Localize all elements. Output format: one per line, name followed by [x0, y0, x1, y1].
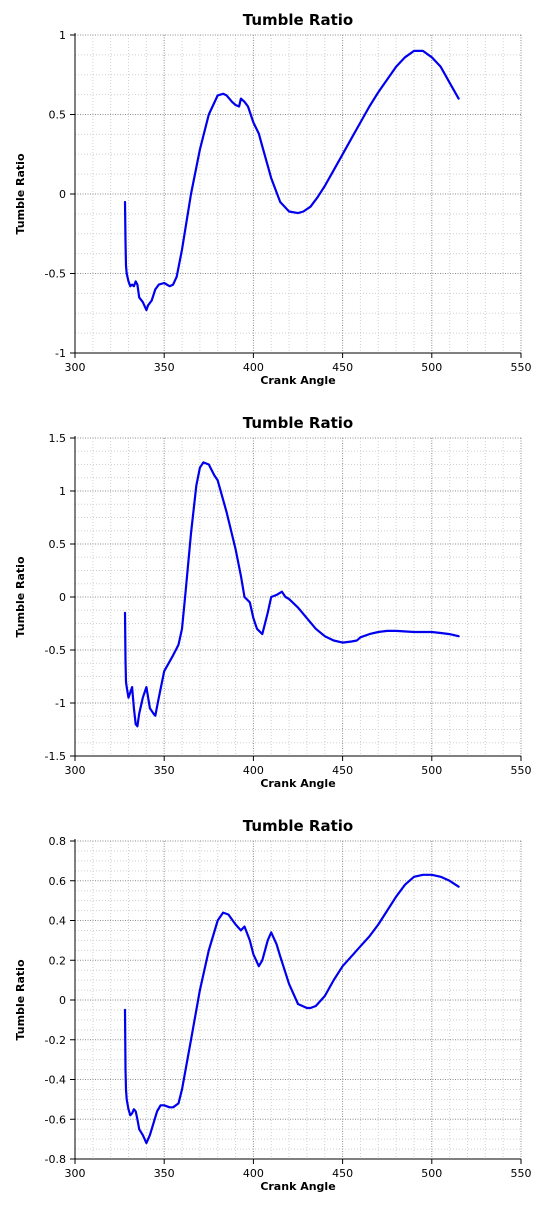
x-tick-label: 300	[65, 764, 86, 777]
y-tick-label: -0.6	[45, 1113, 66, 1126]
tumble-ratio-chart-2: Tumble Ratio 300 350 400 450 500 550 -1.5 -1 -0.5…	[0, 403, 537, 806]
axes	[71, 436, 521, 760]
x-tick-label: 450	[332, 361, 353, 374]
y-tick-label: 0.4	[49, 915, 67, 928]
y-tick-label: -0.2	[45, 1034, 66, 1047]
x-axis-label: Crank Angle	[260, 1180, 335, 1193]
tumble-ratio-chart-1: Tumble Ratio 300 350 400 450 500 550 -1 -0.5 0 0.5…	[0, 0, 537, 403]
x-tick-label: 400	[243, 1167, 264, 1180]
y-axis-label: Tumble Ratio	[14, 153, 27, 234]
major-grid	[74, 437, 522, 757]
x-tick-label: 300	[65, 1167, 86, 1180]
y-tick-label: 0	[59, 994, 66, 1007]
x-axis-label: Crank Angle	[260, 777, 335, 790]
y-tick-label: -0.5	[45, 644, 66, 657]
x-tick-label: 350	[154, 764, 175, 777]
y-tick-label: 0	[59, 591, 66, 604]
minor-grid	[75, 841, 521, 1159]
series-line-1	[123, 49, 460, 312]
x-tick-label: 350	[154, 361, 175, 374]
x-tick-label: 350	[154, 1167, 175, 1180]
x-tick-label: 450	[332, 764, 353, 777]
axes	[71, 839, 521, 1163]
x-axis-label: Crank Angle	[260, 374, 335, 387]
y-tick-label: 1	[59, 485, 66, 498]
x-tick-label: 500	[421, 361, 442, 374]
chart-title: Tumble Ratio	[243, 414, 353, 432]
y-axis-label: Tumble Ratio	[14, 959, 27, 1040]
x-tick-label: 500	[421, 1167, 442, 1180]
chart-title: Tumble Ratio	[243, 11, 353, 29]
x-tick-label: 400	[243, 764, 264, 777]
y-tick-label: 1	[59, 29, 66, 42]
y-tick-label: -1	[55, 347, 66, 360]
y-tick-label: 1.5	[49, 432, 67, 445]
major-grid	[74, 34, 522, 354]
chart-svg: Tumble Ratio 300 350 400 450 500 550 -0.8 -0.6 -0…	[14, 817, 532, 1193]
y-tick-label: 0.2	[49, 954, 67, 967]
y-tick-label: -1	[55, 697, 66, 710]
y-axis-label: Tumble Ratio	[14, 556, 27, 637]
chart-title: Tumble Ratio	[243, 817, 353, 835]
x-tick-label: 550	[511, 361, 532, 374]
chart-svg: Tumble Ratio 300 350 400 450 500 550 -1 -0.5 0 0.5…	[14, 11, 532, 387]
x-tick-label: 400	[243, 361, 264, 374]
chart-svg: Tumble Ratio 300 350 400 450 500 550 -1.5 -1 -0.5…	[14, 414, 532, 790]
y-tick-label: -1.5	[45, 750, 66, 763]
y-tick-label: 0.6	[49, 875, 67, 888]
x-tick-label: 500	[421, 764, 442, 777]
axes	[71, 33, 521, 357]
x-tick-label: 300	[65, 361, 86, 374]
series-line-1	[123, 873, 460, 1145]
x-tick-label: 550	[511, 764, 532, 777]
y-tick-label: -0.5	[45, 268, 66, 281]
tumble-ratio-chart-3: Tumble Ratio 300 350 400 450 500 550 -0.8 -0.6 -0…	[0, 806, 537, 1209]
y-tick-label: 0.8	[49, 835, 67, 848]
y-tick-label: -0.4	[45, 1074, 66, 1087]
y-tick-label: 0	[59, 188, 66, 201]
y-tick-label: 0.5	[49, 109, 67, 122]
major-grid	[74, 840, 522, 1160]
y-tick-label: -0.8	[45, 1153, 66, 1166]
x-tick-label: 450	[332, 1167, 353, 1180]
series-line-1	[123, 461, 460, 728]
y-tick-label: 0.5	[49, 538, 67, 551]
x-tick-label: 550	[511, 1167, 532, 1180]
